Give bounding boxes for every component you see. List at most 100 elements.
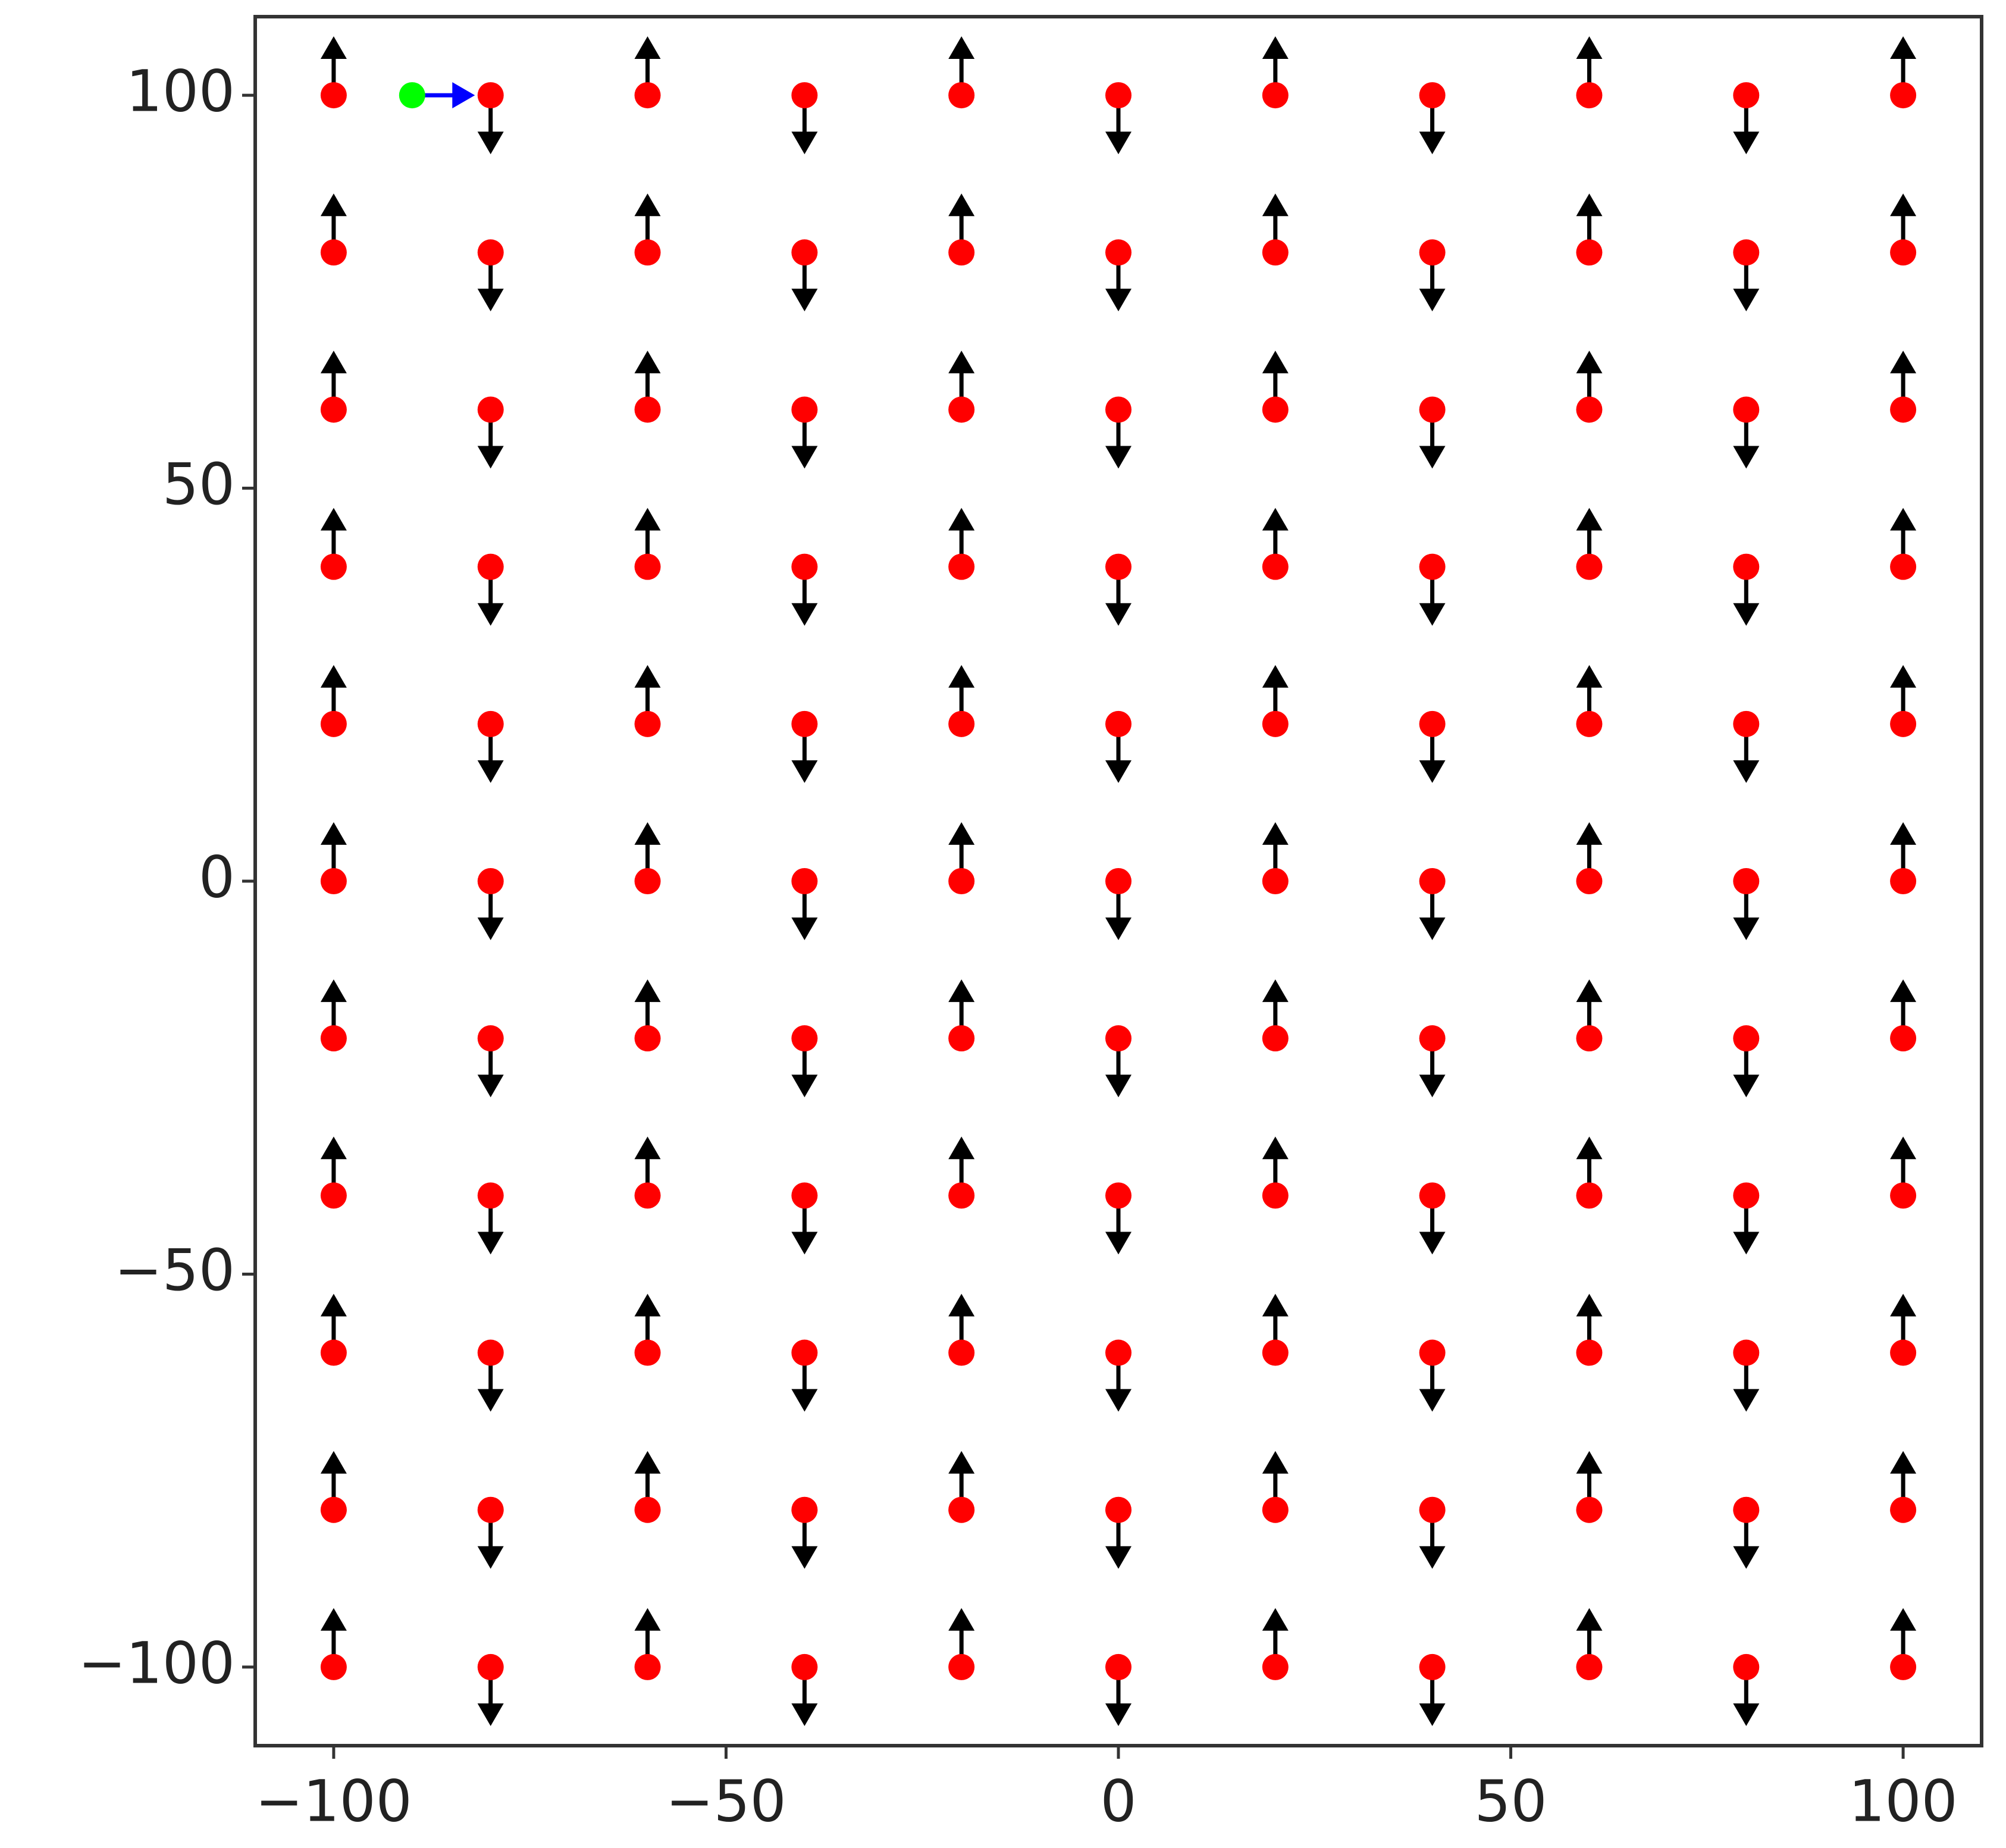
point <box>477 1182 504 1209</box>
point <box>1733 396 1760 423</box>
arrow <box>477 566 504 626</box>
point <box>634 1339 661 1366</box>
arrow <box>1576 665 1603 724</box>
point <box>634 396 661 423</box>
point <box>320 1182 347 1209</box>
y-tick-label: 100 <box>126 58 235 124</box>
point <box>1262 1496 1289 1523</box>
arrow <box>634 36 661 96</box>
arrow <box>1890 508 1917 567</box>
point <box>1733 1182 1760 1209</box>
arrow <box>1733 409 1760 469</box>
arrow <box>320 1293 347 1353</box>
arrow <box>948 36 975 96</box>
arrow <box>1105 566 1131 626</box>
arrow <box>477 881 504 941</box>
arrow <box>634 1136 661 1196</box>
point <box>791 1496 818 1523</box>
point <box>791 1653 818 1680</box>
arrow <box>1419 1352 1446 1412</box>
point <box>1262 1339 1289 1366</box>
point <box>791 239 818 266</box>
arrow <box>1576 350 1603 410</box>
marker-point <box>399 82 425 109</box>
arrow <box>948 193 975 253</box>
arrow <box>1419 252 1446 312</box>
arrow <box>1419 1509 1446 1569</box>
arrow <box>1262 350 1289 410</box>
arrow <box>791 881 818 941</box>
point <box>1105 396 1131 423</box>
arrow <box>1576 1293 1603 1353</box>
point <box>477 239 504 266</box>
point <box>1262 553 1289 580</box>
point <box>1576 868 1603 894</box>
point <box>320 1496 347 1523</box>
arrow <box>320 193 347 253</box>
point <box>634 1496 661 1523</box>
point <box>791 1025 818 1052</box>
point <box>320 868 347 894</box>
point <box>1733 239 1760 266</box>
y-tick-label: 0 <box>199 844 235 910</box>
arrow <box>1733 566 1760 626</box>
arrow <box>1576 508 1603 567</box>
arrow <box>1105 1195 1131 1255</box>
arrow <box>477 1509 504 1569</box>
arrow <box>791 566 818 626</box>
y-tick-label: 50 <box>162 451 235 518</box>
arrow <box>791 409 818 469</box>
arrow <box>634 1451 661 1510</box>
point <box>634 1182 661 1209</box>
arrow <box>1733 1038 1760 1098</box>
point <box>1576 1182 1603 1209</box>
arrow <box>1890 822 1917 881</box>
point <box>1262 396 1289 423</box>
point <box>320 82 347 109</box>
point <box>948 553 975 580</box>
point <box>1419 1339 1446 1366</box>
arrow <box>1576 193 1603 253</box>
arrow <box>791 1195 818 1255</box>
arrow <box>1419 1195 1446 1255</box>
arrow <box>1419 409 1446 469</box>
point <box>1419 1182 1446 1209</box>
point <box>791 710 818 737</box>
point <box>1105 1496 1131 1523</box>
arrow <box>634 1608 661 1667</box>
point <box>1419 1496 1446 1523</box>
y-tick-label: −100 <box>78 1630 235 1696</box>
point <box>1890 710 1917 737</box>
arrow <box>1733 1195 1760 1255</box>
arrow <box>791 1038 818 1098</box>
point <box>1576 1496 1603 1523</box>
point <box>477 1025 504 1052</box>
arrow <box>477 1667 504 1726</box>
arrow <box>1105 252 1131 312</box>
point <box>1419 1025 1446 1052</box>
point <box>948 396 975 423</box>
point <box>1890 396 1917 423</box>
arrow <box>791 723 818 783</box>
point <box>1105 1653 1131 1680</box>
arrow <box>1419 1667 1446 1726</box>
point <box>320 239 347 266</box>
arrow <box>1419 881 1446 941</box>
point <box>1890 868 1917 894</box>
arrow <box>1419 1038 1446 1098</box>
arrow <box>1890 1293 1917 1353</box>
point <box>1105 1182 1131 1209</box>
arrow <box>1576 1608 1603 1667</box>
point <box>320 396 347 423</box>
point <box>1576 82 1603 109</box>
arrow <box>1576 1451 1603 1510</box>
arrow <box>1890 1608 1917 1667</box>
arrow <box>1105 95 1131 155</box>
arrow <box>1262 1608 1289 1667</box>
arrow <box>791 95 818 155</box>
arrow <box>320 1608 347 1667</box>
point <box>1576 553 1603 580</box>
arrow <box>477 409 504 469</box>
point <box>1576 1653 1603 1680</box>
point <box>1105 239 1131 266</box>
